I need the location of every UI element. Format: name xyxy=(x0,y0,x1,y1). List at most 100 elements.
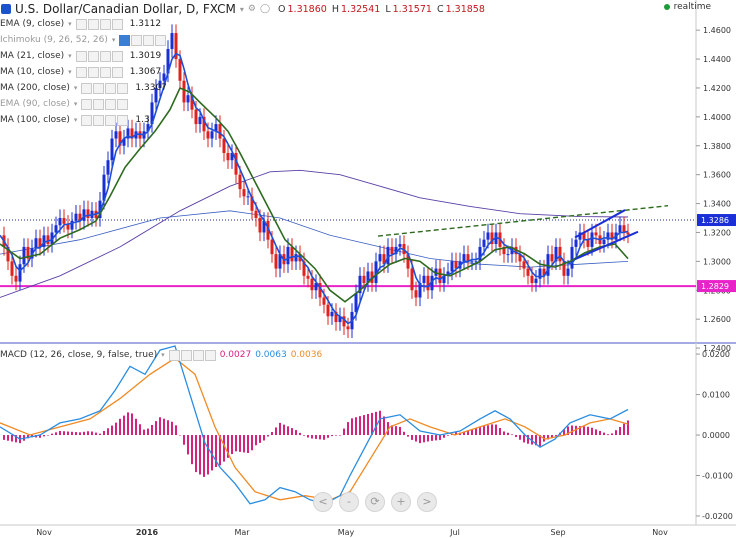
channel-upper-line xyxy=(574,209,626,239)
candle-body xyxy=(346,326,350,330)
macd-histogram-bar xyxy=(351,418,353,436)
chevron-down-icon[interactable]: ▾ xyxy=(161,351,165,359)
settings-icon[interactable] xyxy=(119,34,131,46)
add-icon[interactable] xyxy=(105,114,117,126)
macd-histogram-bar xyxy=(583,426,585,436)
scroll-right-button[interactable]: > xyxy=(417,492,437,512)
macd-histogram-bar xyxy=(251,435,253,451)
indicator-name[interactable]: EMA (90, close) xyxy=(0,99,70,109)
chevron-down-icon[interactable]: ▾ xyxy=(68,68,72,76)
settings-icon[interactable] xyxy=(75,18,87,30)
indicator-legend-row[interactable]: Ichimoku (9, 26, 52, 26) ▾ xyxy=(0,33,167,47)
indicator-legend-row[interactable]: MA (21, close) ▾ 1.3019 xyxy=(0,49,161,63)
settings-icon[interactable] xyxy=(168,349,180,361)
macd-histogram-bar xyxy=(363,415,365,436)
zoom-in-button[interactable]: + xyxy=(391,492,411,512)
chevron-down-icon[interactable]: ▾ xyxy=(73,84,78,92)
reset-chart-button[interactable]: ⟳ xyxy=(365,492,385,512)
indicator-legend-row[interactable]: MA (100, close) ▾ 1.3 xyxy=(0,113,150,127)
close-icon[interactable] xyxy=(204,349,216,361)
close-icon[interactable] xyxy=(111,50,123,62)
chevron-down-icon[interactable]: ▾ xyxy=(111,36,116,44)
indicator-legend-row[interactable]: MA (10, close) ▾ 1.3067 xyxy=(0,65,161,79)
indicator-name[interactable]: EMA (9, close) xyxy=(0,19,65,29)
close-icon[interactable] xyxy=(111,66,123,78)
macd-histogram-bar xyxy=(139,424,141,436)
macd-histogram-bar xyxy=(123,415,125,436)
indicator-legend-row[interactable]: EMA (90, close) ▾ xyxy=(0,97,129,111)
indicator-name[interactable]: Ichimoku (9, 26, 52, 26) xyxy=(0,35,108,45)
candle-body xyxy=(606,232,610,240)
chevron-down-icon[interactable]: ▾ xyxy=(68,52,72,60)
macd-pane[interactable] xyxy=(0,345,629,505)
macd-histogram-bar xyxy=(323,435,325,440)
chevron-down-icon[interactable]: ▾ xyxy=(73,116,78,124)
add-icon[interactable] xyxy=(99,18,111,30)
close-icon[interactable] xyxy=(117,98,129,110)
price-tick-label: 1.2600 xyxy=(703,315,731,324)
candle-body xyxy=(206,131,210,139)
indicator-name[interactable]: MA (100, close) xyxy=(0,115,70,125)
macd-histogram-bar xyxy=(83,431,85,436)
price-tick-label: 1.4400 xyxy=(703,55,731,64)
indicator-legend-row[interactable]: MA (200, close) ▾ 1.3307 xyxy=(0,81,167,95)
visibility-icon[interactable]: ◯ xyxy=(259,4,271,14)
macd-name[interactable]: MACD (12, 26, close, 9, false, true) xyxy=(0,350,158,360)
symbol-title[interactable]: U.S. Dollar/Canadian Dollar, D, FXCM xyxy=(15,2,236,16)
macd-histogram-bar xyxy=(67,431,69,436)
indicator-name[interactable]: MA (10, close) xyxy=(0,67,65,77)
scroll-left-button[interactable]: < xyxy=(313,492,333,512)
visibility-icon[interactable] xyxy=(180,349,192,361)
add-icon[interactable] xyxy=(143,34,155,46)
candle-body xyxy=(434,268,438,276)
add-icon[interactable] xyxy=(105,82,117,94)
close-icon[interactable] xyxy=(117,82,129,94)
macd-histogram-bar xyxy=(63,431,65,436)
macd-histogram-bar xyxy=(383,416,385,436)
indicator-name[interactable]: MA (200, close) xyxy=(0,83,70,93)
macd-histogram-bar xyxy=(303,435,305,436)
macd-histogram-bar xyxy=(71,431,73,436)
close-icon[interactable] xyxy=(117,114,129,126)
add-icon[interactable] xyxy=(192,349,204,361)
macd-histogram-bar xyxy=(223,435,225,462)
candle-body xyxy=(122,138,126,146)
close-icon[interactable] xyxy=(155,34,167,46)
chevron-down-icon[interactable]: ▾ xyxy=(73,100,78,108)
macd-histogram-bar xyxy=(167,420,169,436)
visibility-icon[interactable] xyxy=(87,66,99,78)
settings-icon[interactable] xyxy=(81,114,93,126)
candle-body xyxy=(294,254,298,262)
add-icon[interactable] xyxy=(99,50,111,62)
chevron-down-icon[interactable]: ▾ xyxy=(239,4,244,14)
settings-icon[interactable] xyxy=(75,66,87,78)
time-tick-label: 2016 xyxy=(136,528,159,537)
indicator-legend-row[interactable]: EMA (9, close) ▾ 1.3112 xyxy=(0,17,161,31)
indicator-value: 1.3019 xyxy=(129,51,162,61)
add-icon[interactable] xyxy=(105,98,117,110)
candle-body xyxy=(322,297,326,305)
visibility-icon[interactable] xyxy=(93,82,105,94)
candle-body xyxy=(102,174,106,201)
visibility-icon[interactable] xyxy=(93,114,105,126)
current-price-label: 1.3286 xyxy=(701,216,729,225)
settings-icon[interactable] xyxy=(81,82,93,94)
visibility-icon[interactable] xyxy=(87,50,99,62)
macd-histogram-bar xyxy=(135,418,137,436)
price-pane[interactable] xyxy=(0,24,696,338)
add-icon[interactable] xyxy=(99,66,111,78)
visibility-icon[interactable] xyxy=(93,98,105,110)
settings-icon[interactable]: ⚙ xyxy=(247,4,256,14)
settings-icon[interactable] xyxy=(81,98,93,110)
macd-value-signal: 0.0036 xyxy=(290,350,323,360)
zoom-out-button[interactable]: - xyxy=(339,492,359,512)
visibility-icon[interactable] xyxy=(131,34,143,46)
visibility-icon[interactable] xyxy=(87,18,99,30)
chevron-down-icon[interactable]: ▾ xyxy=(68,20,72,28)
macd-histogram-bar xyxy=(403,431,405,436)
indicator-name[interactable]: MA (21, close) xyxy=(0,51,65,61)
settings-icon[interactable] xyxy=(75,50,87,62)
macd-histogram-bar xyxy=(571,425,573,436)
close-icon[interactable] xyxy=(111,18,123,30)
